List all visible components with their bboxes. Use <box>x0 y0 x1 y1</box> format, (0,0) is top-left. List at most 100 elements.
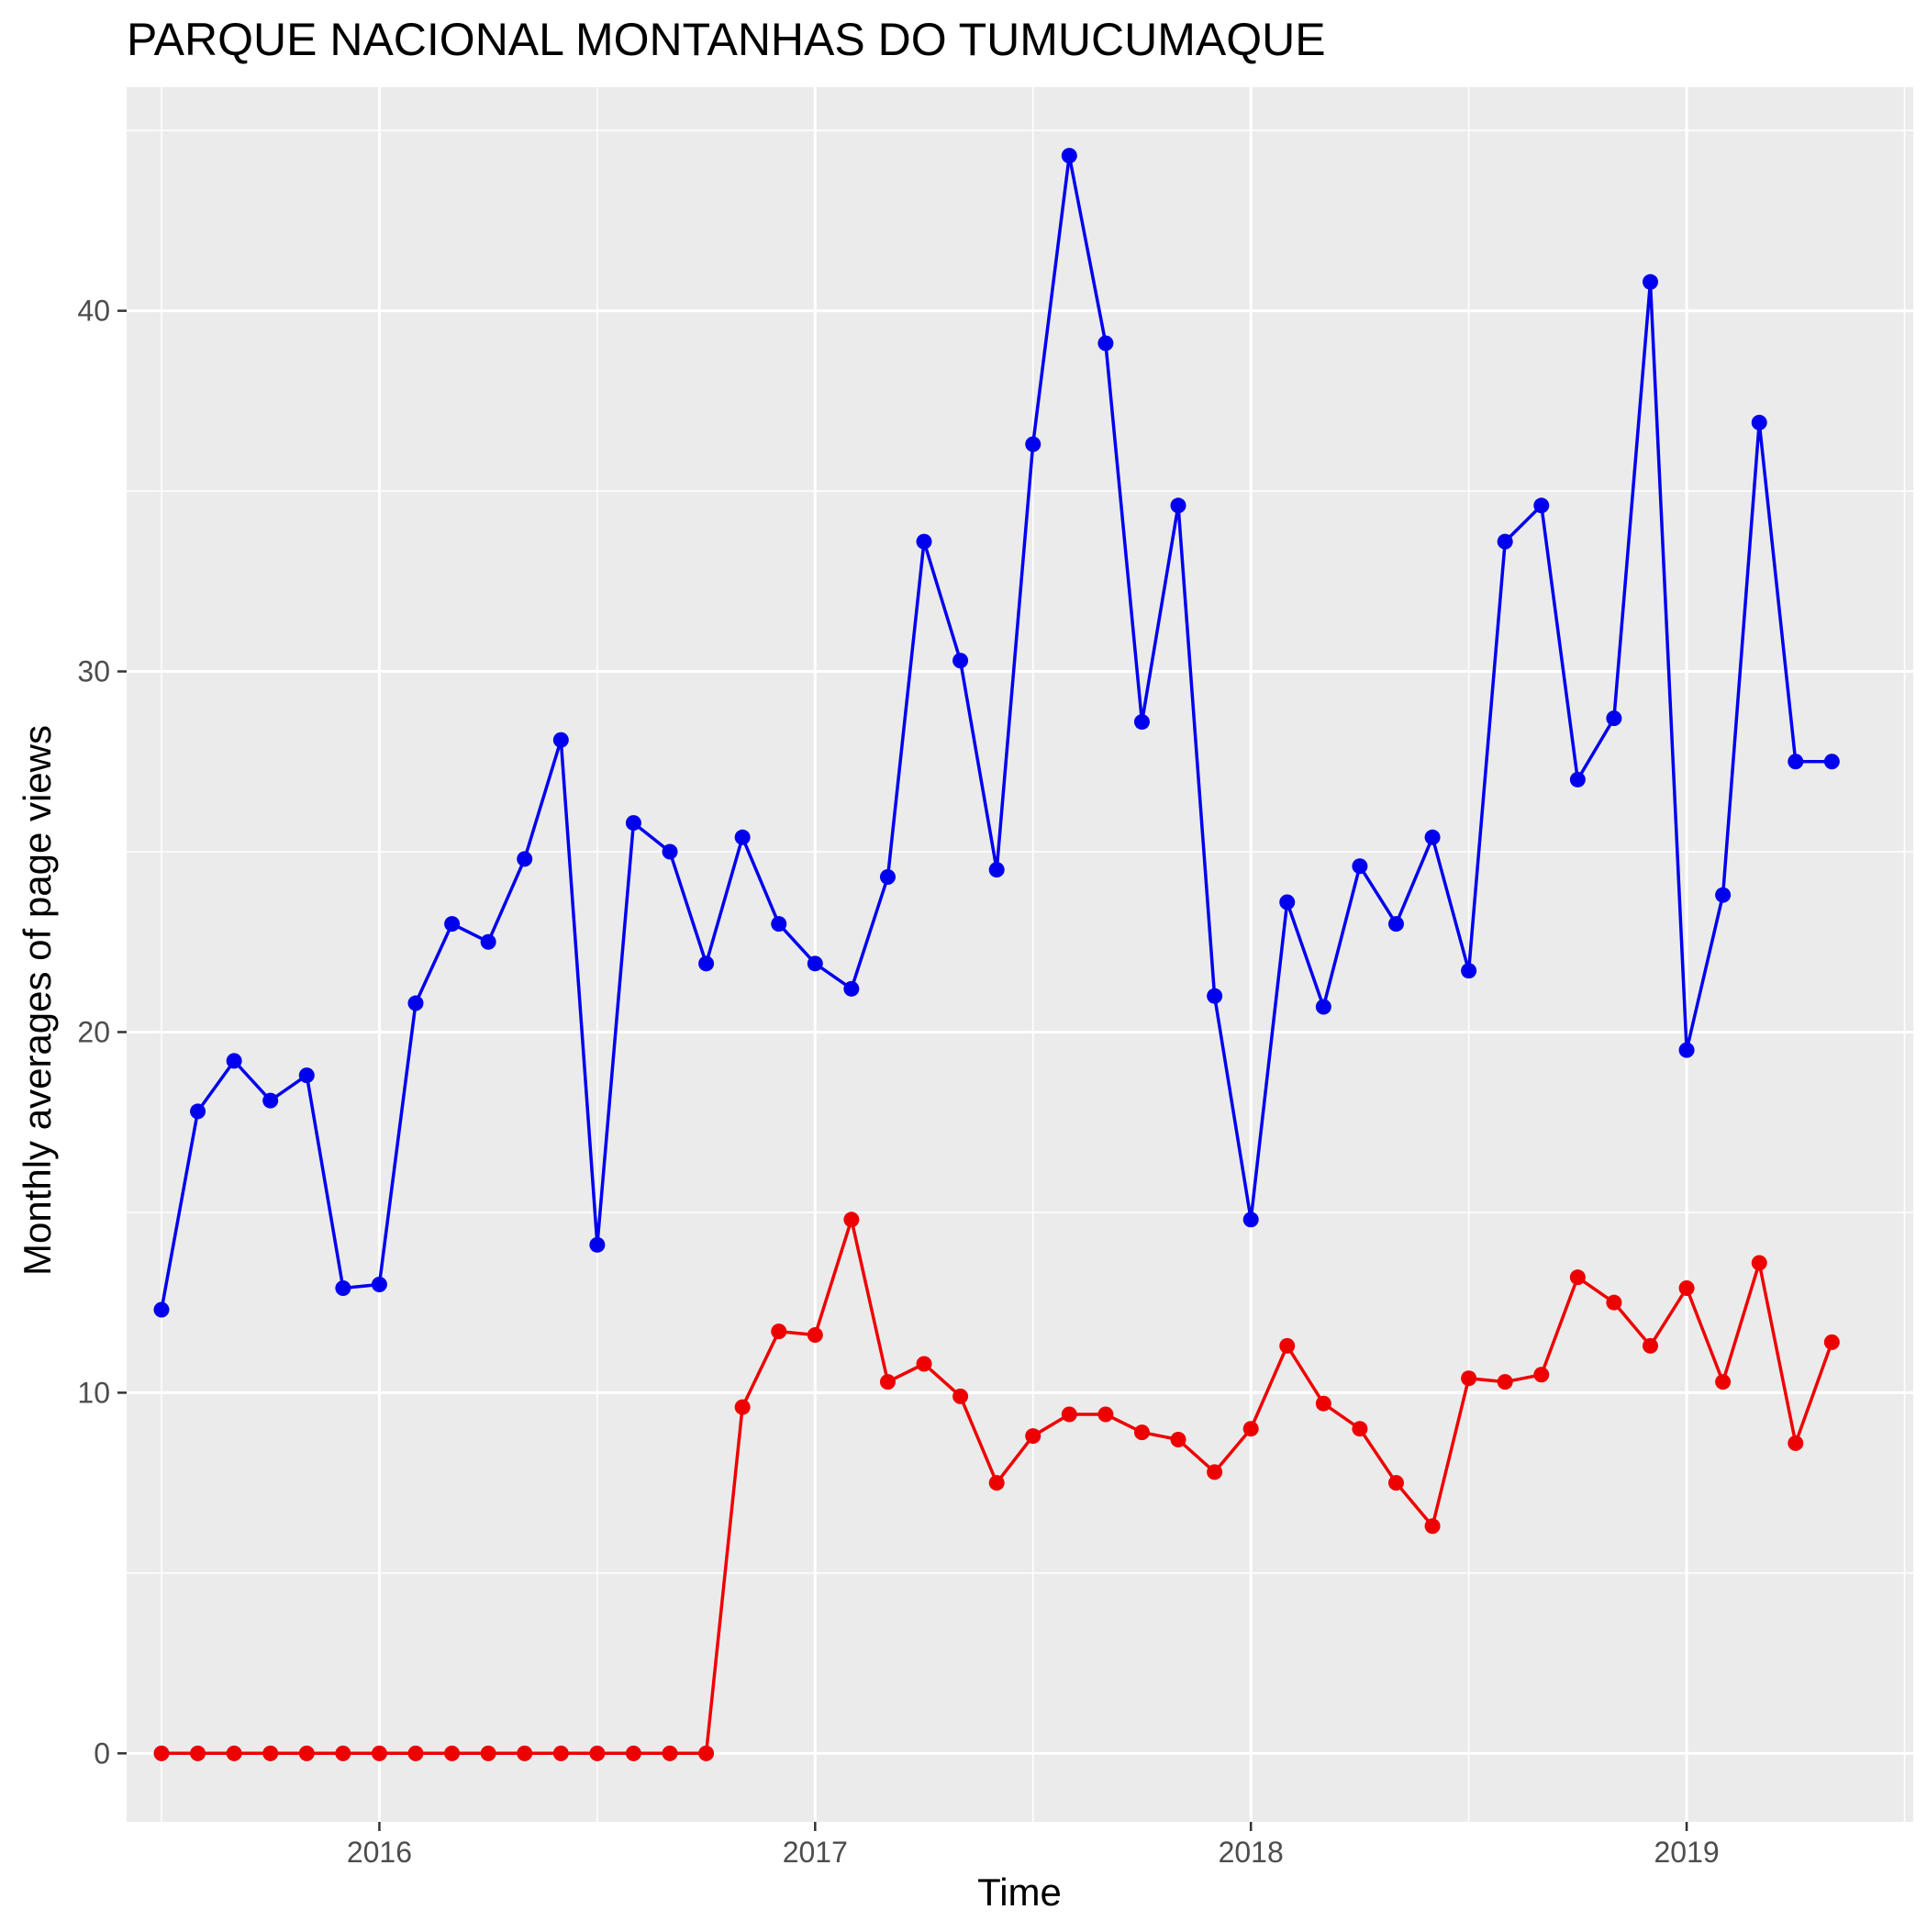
data-point <box>1606 710 1622 727</box>
data-point <box>1061 1406 1077 1423</box>
data-point <box>1207 1464 1223 1480</box>
data-point <box>298 1067 315 1084</box>
data-point <box>1424 829 1441 845</box>
data-point <box>916 1356 932 1372</box>
x-tick-label: 2019 <box>1654 1836 1719 1869</box>
data-point <box>153 1301 170 1318</box>
x-tick-label: 2017 <box>783 1836 848 1869</box>
data-point <box>1170 1431 1186 1447</box>
data-point <box>1461 1370 1477 1387</box>
data-point <box>1315 999 1331 1015</box>
x-tick-label: 2018 <box>1219 1836 1284 1869</box>
data-point <box>480 1745 496 1761</box>
data-point <box>589 1745 606 1761</box>
data-point <box>952 653 969 669</box>
data-point <box>1751 1255 1767 1271</box>
data-point <box>1678 1279 1695 1296</box>
data-point <box>1606 1294 1622 1311</box>
data-point <box>1533 1367 1550 1383</box>
data-point <box>190 1745 206 1761</box>
minor-gridlines <box>127 87 1913 1822</box>
data-point <box>407 1745 424 1761</box>
data-point <box>444 1745 461 1761</box>
data-point <box>371 1277 387 1293</box>
y-axis-title: Monthly averages of page views <box>16 725 59 1276</box>
data-point <box>335 1279 351 1296</box>
data-point <box>1352 858 1368 875</box>
data-point <box>1497 1374 1513 1390</box>
data-point <box>407 995 424 1011</box>
data-point <box>662 1745 678 1761</box>
data-point <box>1461 963 1477 979</box>
x-axis: 2016 2017 2018 2019 <box>347 1822 1720 1869</box>
x-axis-title: Time <box>977 1871 1062 1914</box>
data-point <box>843 1212 860 1228</box>
y-tick-label: 20 <box>77 1015 110 1048</box>
data-point <box>1643 1337 1659 1354</box>
data-point <box>1569 771 1586 787</box>
data-point <box>1643 274 1659 290</box>
data-point <box>662 843 678 860</box>
data-point <box>552 731 569 748</box>
data-point <box>625 815 641 832</box>
data-point <box>371 1745 387 1761</box>
data-point <box>480 933 496 950</box>
data-point <box>262 1745 279 1761</box>
series-layer <box>153 148 1840 1761</box>
y-tick-label: 30 <box>77 655 110 688</box>
data-point <box>552 1745 569 1761</box>
data-point <box>625 1745 641 1761</box>
data-point <box>1751 414 1767 430</box>
data-point <box>517 851 533 867</box>
series-0 <box>153 148 1840 1318</box>
data-point <box>1788 754 1804 770</box>
data-point <box>1678 1042 1695 1058</box>
data-point <box>988 862 1005 878</box>
y-tick-label: 0 <box>94 1737 110 1770</box>
data-point <box>734 829 751 845</box>
data-point <box>1242 1212 1259 1228</box>
data-point <box>1569 1269 1586 1286</box>
data-point <box>1279 894 1296 910</box>
data-point <box>1533 497 1550 514</box>
data-point <box>262 1092 279 1109</box>
data-point <box>879 1374 896 1390</box>
data-point <box>734 1399 751 1415</box>
x-tick-label: 2016 <box>347 1836 412 1869</box>
data-point <box>1170 497 1186 514</box>
data-point <box>298 1745 315 1761</box>
y-tick-label: 40 <box>77 295 110 328</box>
data-point <box>771 1323 787 1340</box>
chart-title: PARQUE NACIONAL MONTANHAS DO TUMUCUMAQUE <box>127 14 1326 65</box>
data-point <box>444 916 461 932</box>
data-point <box>843 980 860 997</box>
data-point <box>916 533 932 550</box>
data-point <box>1025 1428 1041 1445</box>
data-point <box>589 1236 606 1253</box>
y-tick-label: 10 <box>77 1376 110 1409</box>
data-point <box>771 916 787 932</box>
data-point <box>807 955 823 972</box>
data-point <box>1424 1518 1441 1535</box>
data-point <box>952 1388 969 1404</box>
data-point <box>1715 1374 1732 1390</box>
data-point <box>1279 1337 1296 1354</box>
data-point <box>807 1327 823 1344</box>
data-point <box>1823 754 1840 770</box>
data-point <box>226 1745 242 1761</box>
series-1 <box>153 1212 1840 1761</box>
data-point <box>1242 1421 1259 1437</box>
data-point <box>698 1745 715 1761</box>
data-point <box>1133 714 1150 731</box>
data-point <box>1025 436 1041 452</box>
data-point <box>1715 887 1732 903</box>
data-point <box>1315 1395 1331 1412</box>
data-point <box>517 1745 533 1761</box>
data-point <box>1097 335 1114 352</box>
data-point <box>335 1745 351 1761</box>
data-point <box>1352 1421 1368 1437</box>
plot-background <box>127 87 1913 1822</box>
data-point <box>190 1103 206 1120</box>
